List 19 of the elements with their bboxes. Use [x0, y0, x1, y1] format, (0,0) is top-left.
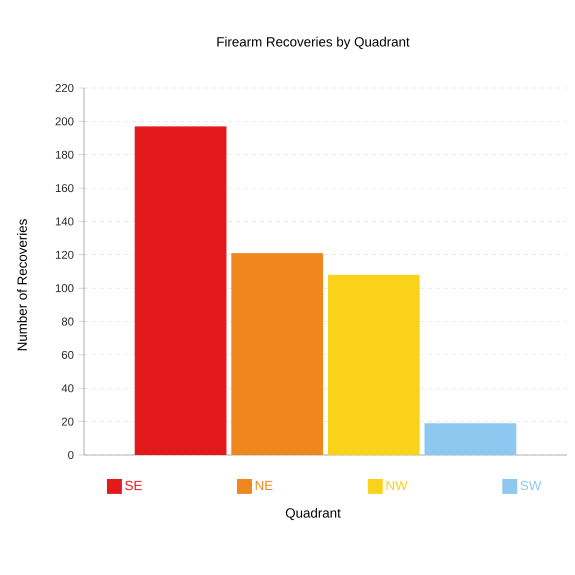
x-axis-title: Quadrant: [286, 508, 341, 520]
y-tick-label: 80: [62, 318, 74, 326]
y-tick-label: 60: [62, 350, 74, 359]
y-tick-label: 100: [56, 284, 74, 292]
y-axis-title: Number of Recoveries: [17, 219, 27, 350]
legend-label: NE: [256, 480, 273, 490]
y-tick-label: 0: [68, 450, 74, 460]
chart-title: Firearm Recoveries by Quadrant: [217, 36, 410, 50]
legend-label: NW: [386, 480, 408, 490]
y-tick-label: 180: [56, 150, 74, 159]
y-tick-label: 140: [56, 217, 74, 226]
y-tick-label: 20: [62, 418, 74, 426]
y-tick-label: 120: [56, 250, 74, 259]
y-tick-label: 160: [56, 184, 74, 192]
legend-label: SW: [520, 480, 542, 490]
y-tick-label: 40: [62, 384, 74, 392]
y-tick-label: 220: [56, 84, 74, 92]
legend-label: SE: [125, 480, 142, 490]
y-tick-label: 200: [56, 117, 74, 126]
